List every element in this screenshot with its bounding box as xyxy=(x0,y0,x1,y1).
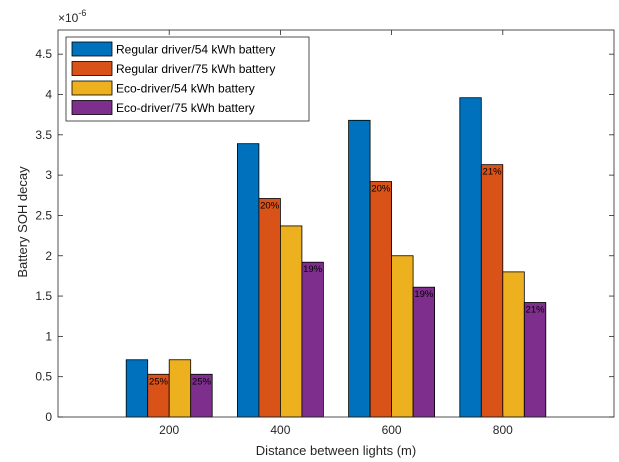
bar-800-3 xyxy=(502,271,525,418)
bar-800-1 xyxy=(459,97,482,418)
bar-data-label: 25% xyxy=(192,376,212,387)
axes-layer: 0 0.5 1 1.5 2 2.5 3 3.5 4 4.5 200 400 600 800 xyxy=(35,29,615,437)
axes-box xyxy=(57,29,615,418)
bar-400-3 xyxy=(279,225,303,418)
y-tick-label: 3.5 xyxy=(35,128,52,142)
y-tick-label: 0 xyxy=(45,410,52,424)
legend-entry-label: Eco-driver/54 kWh battery xyxy=(116,82,255,96)
labels-layer: 25% 25% 20% 19% 20% 19% 21% 21% xyxy=(149,167,545,388)
y-exponent-label: ×10-6 xyxy=(58,8,86,25)
y-tick-label: 4.5 xyxy=(35,47,52,61)
x-tick-label: 200 xyxy=(159,423,179,437)
bar-data-label: 19% xyxy=(414,289,434,300)
legend-swatch xyxy=(71,61,113,76)
bar-400-4 xyxy=(301,261,324,418)
legend: Regular driver/54 kWh battery Regular dri… xyxy=(65,36,310,122)
y-tick-label: 4 xyxy=(45,88,52,102)
bar-data-label: 25% xyxy=(149,376,169,387)
bar-data-label: 20% xyxy=(371,184,391,195)
bar-400-1 xyxy=(236,143,260,418)
bar-400-2 xyxy=(258,198,281,418)
y-tick-label: 1 xyxy=(45,329,52,343)
y-tick-label: 2.5 xyxy=(35,208,52,222)
bar-600-4 xyxy=(412,286,436,418)
y-tick-label: 0.5 xyxy=(35,370,52,384)
x-tick-label: 600 xyxy=(382,423,402,437)
bar-800-2 xyxy=(480,164,504,418)
y-tick-label: 1.5 xyxy=(35,289,52,303)
y-tick-label: 3 xyxy=(45,168,52,182)
bar-600-2 xyxy=(369,181,393,418)
legend-entry-label: Eco-driver/75 kWh battery xyxy=(116,101,255,115)
bar-800-4 xyxy=(523,302,547,418)
legend-entry-label: Regular driver/54 kWh battery xyxy=(116,43,275,57)
bar-600-1 xyxy=(348,119,371,418)
y-tick-label: 2 xyxy=(45,249,52,263)
legend-swatch xyxy=(71,41,113,57)
bar-data-label: 21% xyxy=(526,305,546,316)
x-axis-title: Distance between lights (m) xyxy=(256,443,416,458)
bar-data-label: 21% xyxy=(483,167,503,178)
legend-entry-label: Regular driver/75 kWh battery xyxy=(116,62,275,76)
x-tick-label: 400 xyxy=(270,423,290,437)
legend-swatch xyxy=(71,100,113,115)
bar-600-3 xyxy=(391,255,414,418)
bar-data-label: 19% xyxy=(303,264,323,275)
bar-data-label: 20% xyxy=(260,201,280,212)
bar-200-1 xyxy=(125,359,149,418)
bars-layer xyxy=(125,97,547,418)
y-axis-title: Battery SOH decay xyxy=(15,166,30,278)
bar-200-3 xyxy=(168,359,192,418)
x-tick-label: 800 xyxy=(493,423,513,437)
legend-swatch xyxy=(71,80,113,96)
